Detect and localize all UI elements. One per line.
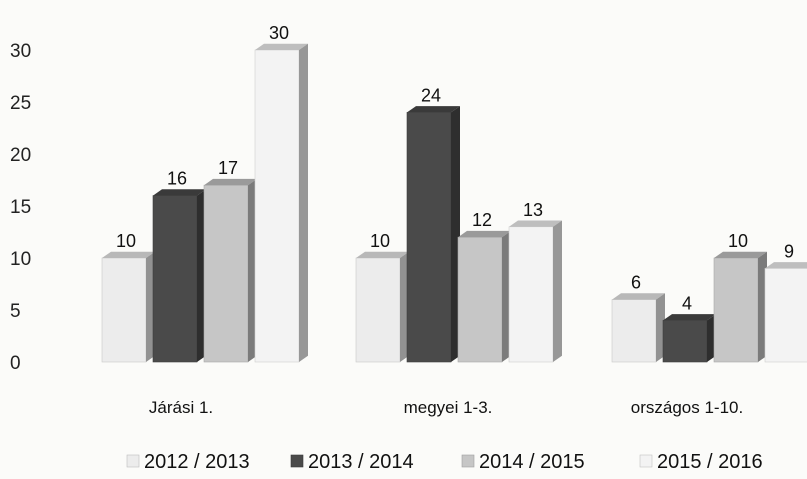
bar-front xyxy=(611,299,657,363)
data-label: 10 xyxy=(116,231,136,251)
legend-swatch xyxy=(290,454,304,468)
bar xyxy=(355,251,409,363)
bar-front xyxy=(254,49,300,363)
category-label: Járási 1. xyxy=(149,398,213,417)
legend-swatch xyxy=(461,454,475,468)
bar-front xyxy=(101,257,147,363)
data-label: 12 xyxy=(472,210,492,230)
bar-side xyxy=(553,220,562,362)
bar xyxy=(457,230,511,363)
bar xyxy=(764,262,807,363)
data-label: 24 xyxy=(421,85,441,105)
data-label: 9 xyxy=(784,241,794,261)
bar-top xyxy=(356,251,409,258)
bar xyxy=(611,293,665,363)
data-label: 30 xyxy=(269,23,289,43)
bar xyxy=(254,43,308,363)
y-tick-label: 5 xyxy=(10,301,21,322)
bar-front xyxy=(406,112,452,363)
bar-top xyxy=(765,262,807,269)
y-tick-label: 20 xyxy=(10,145,31,166)
legend-swatch xyxy=(639,454,653,468)
bar-front xyxy=(152,195,198,363)
data-label: 10 xyxy=(370,231,390,251)
bar-front xyxy=(662,320,708,363)
data-label: 4 xyxy=(682,293,692,313)
legend-label: 2013 / 2014 xyxy=(308,451,414,473)
data-label: 10 xyxy=(728,231,748,251)
bar xyxy=(713,251,767,363)
data-label: 6 xyxy=(631,273,641,293)
bar-front xyxy=(764,268,807,363)
legend-item: 2012 / 2013 xyxy=(126,451,250,473)
category-label: országos 1-10. xyxy=(631,398,743,417)
legend-item: 2013 / 2014 xyxy=(290,451,414,473)
legend-label: 2014 / 2015 xyxy=(479,451,585,473)
bar-top xyxy=(255,43,308,50)
category-label: megyei 1-3. xyxy=(404,398,493,417)
bar-front xyxy=(203,184,249,363)
bar-front xyxy=(457,236,503,363)
bar-top xyxy=(663,314,716,321)
value-labels: 10 16 17 30 10 24 12 13 6 4 10 9 xyxy=(116,23,794,313)
legend-swatch xyxy=(126,454,140,468)
legend: 2012 / 2013 2013 / 2014 2014 / 2015 2015 / … xyxy=(126,451,763,473)
category-labels: Járási 1. megyei 1-3. országos 1-10. xyxy=(149,398,743,417)
bar-top xyxy=(509,220,562,227)
bar-front xyxy=(355,257,401,363)
bar-top xyxy=(714,251,767,258)
bars xyxy=(101,43,807,363)
bar xyxy=(152,189,206,363)
y-tick-label: 0 xyxy=(10,353,21,374)
bar-top xyxy=(612,293,665,300)
y-tick-label: 10 xyxy=(10,249,31,270)
y-tick-label: 15 xyxy=(10,197,31,218)
data-label: 17 xyxy=(218,158,238,178)
y-axis: 0 5 10 15 20 25 30 xyxy=(10,41,31,374)
bar-top xyxy=(102,251,155,258)
legend-label: 2012 / 2013 xyxy=(144,451,250,473)
bar xyxy=(101,251,155,363)
y-tick-label: 30 xyxy=(10,41,31,62)
bar-top xyxy=(153,189,206,196)
data-label: 13 xyxy=(523,200,543,220)
bar xyxy=(662,314,716,363)
legend-item: 2015 / 2016 xyxy=(639,451,763,473)
bar xyxy=(203,178,257,363)
bar-top xyxy=(407,106,460,113)
legend-item: 2014 / 2015 xyxy=(461,451,585,473)
bar-front xyxy=(508,226,554,363)
bar-top xyxy=(458,230,511,238)
bar-top xyxy=(204,178,257,186)
bar-front xyxy=(713,257,759,363)
bar xyxy=(508,220,562,363)
legend-label: 2015 / 2016 xyxy=(657,451,763,473)
bar-side xyxy=(299,43,308,362)
bar xyxy=(406,106,460,363)
y-tick-label: 25 xyxy=(10,93,31,114)
data-label: 16 xyxy=(167,169,187,189)
